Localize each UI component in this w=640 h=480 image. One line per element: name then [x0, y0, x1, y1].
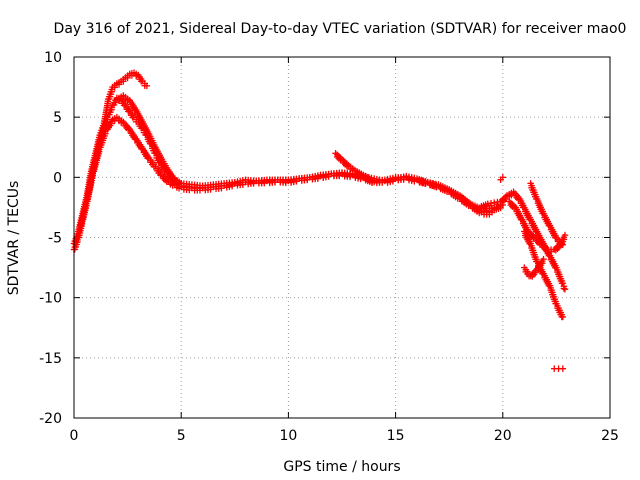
plot-frame [73, 56, 611, 419]
data-point-track-b [108, 106, 115, 113]
data-point-track-c [336, 171, 343, 179]
data-point-track-b [73, 241, 80, 248]
data-point-track-c [389, 178, 397, 185]
data-point-track-a [124, 74, 131, 82]
y-tick-label: -20 [39, 411, 62, 427]
grid [74, 57, 610, 418]
y-tick-label: -15 [39, 351, 62, 367]
data-point-track-c [207, 186, 214, 193]
x-tick-label: 25 [601, 428, 619, 444]
data-point-track-b [107, 108, 114, 116]
y-tick-label: 5 [53, 110, 62, 126]
data-point-track-b [112, 99, 119, 106]
data-point-track-f [561, 285, 569, 293]
data-point-track-f [487, 202, 495, 209]
data-point-track-a [120, 78, 127, 85]
data-point-track-h [559, 313, 567, 321]
data-point-track-b [71, 246, 79, 253]
data-point-track-j [540, 255, 547, 263]
x-tick-label: 10 [279, 428, 297, 444]
data-point-track-g [561, 231, 569, 239]
data-points [70, 69, 569, 372]
data-point-track-f [494, 200, 501, 208]
y-axis-label: SDTVAR / TECUs [6, 181, 22, 296]
data-point-track-a [111, 84, 118, 91]
data-point-track-c [108, 120, 115, 127]
y-tick-label: -10 [39, 291, 62, 307]
data-point-track-c [303, 176, 311, 184]
data-point-track-b [106, 111, 113, 118]
data-point-track-b [74, 238, 81, 246]
data-point-track-a [143, 82, 151, 90]
data-point-track-i [559, 241, 567, 248]
data-point-track-f [559, 279, 567, 287]
x-tick-label: 0 [70, 428, 79, 444]
data-point-track-a [105, 95, 113, 103]
x-axis-label: GPS time / hours [283, 459, 400, 475]
data-point-track-b [104, 116, 111, 123]
data-point-track-g [560, 236, 568, 243]
x-tick-label: 5 [177, 428, 186, 444]
data-point-track-c [400, 175, 407, 183]
data-point-track-a [108, 88, 115, 95]
data-point-track-c [261, 178, 268, 186]
data-point-track-a [106, 93, 114, 100]
data-point-track-c [228, 182, 236, 190]
data-point-track-j [538, 260, 546, 267]
data-point-track-c [250, 180, 257, 187]
data-point-track-l [499, 174, 507, 181]
data-point-track-c [488, 208, 496, 216]
data-point-track-k [559, 365, 567, 372]
data-point-track-d [177, 180, 185, 187]
data-point-track-c [239, 181, 247, 188]
x-tick-label: 20 [494, 428, 512, 444]
data-point-track-f [502, 195, 509, 203]
data-point-track-c [314, 175, 322, 182]
data-point-track-c [102, 130, 109, 137]
y-tick-label: -5 [48, 231, 62, 247]
x-tick-label: 15 [387, 428, 405, 444]
data-point-track-c [325, 173, 332, 180]
data-point-track-j [532, 269, 539, 277]
y-tick-label: 10 [44, 50, 62, 66]
data-point-track-a [115, 81, 123, 88]
y-tick-label: 0 [53, 170, 62, 186]
data-point-track-e [370, 178, 378, 186]
chart-title: Day 316 of 2021, Sidereal Day-to-day VTE… [54, 21, 627, 37]
data-point-track-c [218, 185, 225, 192]
data-point-track-f [560, 285, 568, 292]
data-point-track-a [107, 90, 115, 98]
data-point-track-c [293, 178, 300, 185]
